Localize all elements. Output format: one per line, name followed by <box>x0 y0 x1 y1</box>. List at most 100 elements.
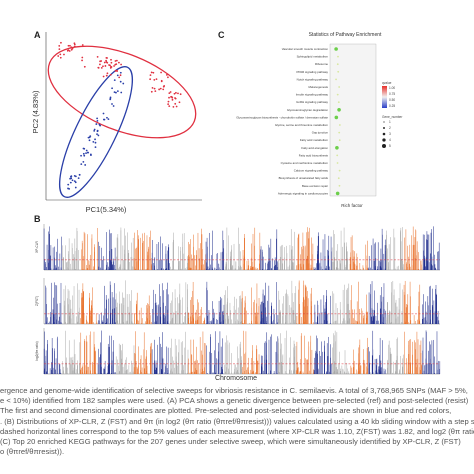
kegg-dot <box>337 101 340 104</box>
pca-point-pre-selected <box>68 187 71 190</box>
pca-point-pre-selected <box>82 152 85 155</box>
kegg-pathway-label: Biosynthesis of unsaturated fatty acids <box>279 176 329 180</box>
qvalue-tick-label: 0.25 <box>389 104 395 108</box>
pca-point-post-selected <box>175 105 178 108</box>
pca-point-post-selected <box>169 91 172 93</box>
pca-ylabel: PC2 (4.83%) <box>31 90 40 133</box>
pca-point-post-selected <box>153 87 156 90</box>
pca-point-pre-selected <box>83 154 86 157</box>
pca-point-post-selected <box>100 66 103 69</box>
kegg-pathway-label: Calcium signaling pathway <box>294 169 329 173</box>
pca-point-post-selected <box>116 69 118 72</box>
gene-legend-label: 5 <box>389 144 391 148</box>
pca-point-pre-selected <box>106 116 108 119</box>
manhattan-xlabel: Chromosome <box>215 375 257 382</box>
pca-point-pre-selected <box>119 80 122 83</box>
pca-point-pre-selected <box>77 177 80 180</box>
pca-point-pre-selected <box>94 141 97 144</box>
kegg-pathway-label: Sphingolipid metabolism <box>297 55 329 59</box>
pca-point-pre-selected <box>96 119 99 122</box>
pca-point-post-selected <box>109 64 111 67</box>
pca-point-pre-selected <box>74 186 77 189</box>
pca-point-post-selected <box>83 65 86 68</box>
gene-legend-dot <box>383 121 385 123</box>
pca-point-post-selected <box>109 73 112 76</box>
pca-point-post-selected <box>70 48 73 51</box>
pca-point-post-selected <box>171 98 174 101</box>
kegg-pathway-label: Gap junction <box>312 131 329 135</box>
pca-point-pre-selected <box>102 112 105 115</box>
pca-point-post-selected <box>170 95 172 98</box>
kegg-pathway-label: Glycosaminoglycan degradation <box>287 108 329 112</box>
pca-point-post-selected <box>174 102 177 105</box>
pca-point-pre-selected <box>122 82 125 85</box>
pca-point-post-selected <box>105 59 107 62</box>
pca-point-post-selected <box>154 90 157 93</box>
kegg-dot <box>336 162 339 164</box>
pca-point-post-selected <box>106 72 109 75</box>
pca-point-post-selected <box>165 74 168 76</box>
track-label: XP-CLR <box>35 240 39 252</box>
caption-line: dashed horizontal lines correspond to th… <box>0 426 474 436</box>
pca-point-pre-selected <box>94 146 97 149</box>
pca-point-post-selected <box>104 65 107 67</box>
pca-point-post-selected <box>67 44 70 47</box>
pca-point-post-selected <box>69 44 71 47</box>
kegg-dot <box>338 131 341 134</box>
pca-point-post-selected <box>167 76 169 79</box>
pca-point-post-selected <box>149 78 152 81</box>
panel-c-label: C <box>218 30 225 40</box>
caption-line: The first and second dimensional coordin… <box>0 406 452 416</box>
pca-point-post-selected <box>120 63 123 66</box>
kegg-dot <box>338 86 341 88</box>
pca-point-pre-selected <box>96 133 98 136</box>
pca-point-pre-selected <box>85 152 87 155</box>
pca-point-post-selected <box>173 92 176 95</box>
pca-point-post-selected <box>160 71 162 74</box>
pca-point-pre-selected <box>80 154 82 157</box>
pca-point-post-selected <box>102 65 104 68</box>
pca-point-post-selected <box>149 74 152 76</box>
caption-line: ergence and genome-wide identification o… <box>0 386 468 395</box>
gene-legend-label: 3 <box>389 132 391 136</box>
gene-number-legend: 1 2 3 4 5 <box>382 120 391 148</box>
gene-legend-dot <box>382 132 386 136</box>
kegg-dot <box>335 146 339 150</box>
pca-point-pre-selected <box>90 154 92 157</box>
kegg-dot <box>335 191 340 196</box>
pca-point-post-selected <box>159 87 162 90</box>
pca-point-post-selected <box>73 43 76 46</box>
kegg-dot <box>338 169 341 172</box>
pca-point-pre-selected <box>70 175 72 178</box>
pca-point-pre-selected <box>92 140 95 143</box>
pca-point-post-selected <box>106 57 108 59</box>
pca-point-post-selected <box>175 91 177 94</box>
kegg-dot <box>334 47 338 51</box>
kegg-pathway-label: Insulin signaling pathway <box>296 93 329 97</box>
kegg-dot <box>337 70 340 73</box>
kegg-dot <box>335 78 337 81</box>
pca-point-post-selected <box>118 61 120 64</box>
track-label: Z(FST) <box>35 296 39 306</box>
pca-point-pre-selected <box>69 181 72 184</box>
pca-point-post-selected <box>58 48 61 51</box>
kegg-pathway-label: Base excision repair <box>302 184 328 188</box>
pca-point-post-selected <box>151 86 154 89</box>
pca-point-post-selected <box>168 96 170 99</box>
pca-point-post-selected <box>99 63 101 66</box>
kegg-pathway-label: PPAR signaling pathway <box>297 70 329 74</box>
qvalue-colorbar <box>382 86 387 108</box>
track-label: log2(θπ ratio) <box>35 341 39 360</box>
pca-point-pre-selected <box>93 128 96 131</box>
pca-point-pre-selected <box>113 79 116 82</box>
pca-point-post-selected <box>73 45 76 48</box>
caption-line: . (B) Distributions of XP-CLR, Z (FST) a… <box>0 416 474 426</box>
gene-legend-dot <box>383 127 385 129</box>
kegg-pathway-label: Fatty acid elongation <box>301 146 328 150</box>
kegg-plot-area <box>329 43 377 197</box>
kegg-pathway-label: Notch signaling pathway <box>297 77 329 81</box>
pca-point-post-selected <box>167 103 170 106</box>
pca-point-pre-selected <box>116 74 119 77</box>
